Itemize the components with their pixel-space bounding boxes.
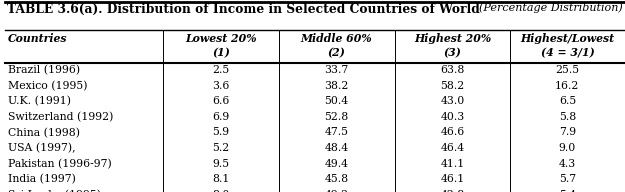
Text: 5.7: 5.7 [559, 174, 576, 184]
Text: 6.9: 6.9 [213, 112, 229, 122]
Text: Countries: Countries [8, 33, 67, 44]
Text: 42.8: 42.8 [441, 190, 464, 192]
Text: 41.1: 41.1 [441, 159, 464, 169]
Text: 7.9: 7.9 [559, 127, 576, 137]
Text: 3.6: 3.6 [212, 81, 229, 91]
Text: 45.8: 45.8 [324, 174, 349, 184]
Text: 46.4: 46.4 [441, 143, 464, 153]
Text: 9.5: 9.5 [213, 159, 229, 169]
Text: India (1997): India (1997) [8, 174, 76, 185]
Text: 5.8: 5.8 [559, 112, 576, 122]
Text: 49.4: 49.4 [324, 159, 349, 169]
Text: China (1998): China (1998) [8, 127, 79, 138]
Text: Switzerland (1992): Switzerland (1992) [8, 112, 113, 122]
Text: 2.5: 2.5 [213, 65, 229, 75]
Text: 38.2: 38.2 [324, 81, 349, 91]
Text: 25.5: 25.5 [556, 65, 579, 75]
Text: (Percentage Distribution): (Percentage Distribution) [479, 3, 623, 13]
Text: Pakistan (1996-97): Pakistan (1996-97) [8, 159, 111, 169]
Text: 6.5: 6.5 [559, 96, 576, 106]
Text: USA (1997),: USA (1997), [8, 143, 75, 153]
Text: 58.2: 58.2 [441, 81, 464, 91]
Text: 5.2: 5.2 [213, 143, 229, 153]
Text: 8.0: 8.0 [212, 190, 229, 192]
Text: 46.6: 46.6 [441, 127, 464, 137]
Text: Sri Lanka (1995): Sri Lanka (1995) [8, 190, 101, 192]
Text: 33.7: 33.7 [324, 65, 349, 75]
Text: 40.3: 40.3 [441, 112, 464, 122]
Text: 52.8: 52.8 [324, 112, 349, 122]
Text: 48.4: 48.4 [324, 143, 349, 153]
Text: TABLE 3.6(a). Distribution of Income in Selected Countries of World: TABLE 3.6(a). Distribution of Income in … [7, 3, 480, 16]
Text: Highest 20%
(3): Highest 20% (3) [414, 33, 491, 58]
Text: Highest/Lowest
(4 = 3/1): Highest/Lowest (4 = 3/1) [521, 33, 614, 58]
Text: 16.2: 16.2 [555, 81, 579, 91]
Text: Lowest 20%
(1): Lowest 20% (1) [185, 33, 257, 58]
Text: 4.3: 4.3 [559, 159, 576, 169]
Text: 46.1: 46.1 [441, 174, 464, 184]
Text: 5.4: 5.4 [559, 190, 576, 192]
Text: Middle 60%
(2): Middle 60% (2) [301, 33, 372, 58]
Text: 49.2: 49.2 [324, 190, 349, 192]
Text: 50.4: 50.4 [324, 96, 349, 106]
Text: 9.0: 9.0 [559, 143, 576, 153]
Text: Mexico (1995): Mexico (1995) [8, 81, 87, 91]
Text: 47.5: 47.5 [324, 127, 349, 137]
Text: 63.8: 63.8 [440, 65, 464, 75]
Text: 8.1: 8.1 [212, 174, 229, 184]
Text: Brazil (1996): Brazil (1996) [8, 65, 79, 76]
Text: U.K. (1991): U.K. (1991) [8, 96, 71, 107]
Text: 43.0: 43.0 [441, 96, 464, 106]
Text: 6.6: 6.6 [212, 96, 229, 106]
Text: 5.9: 5.9 [213, 127, 229, 137]
